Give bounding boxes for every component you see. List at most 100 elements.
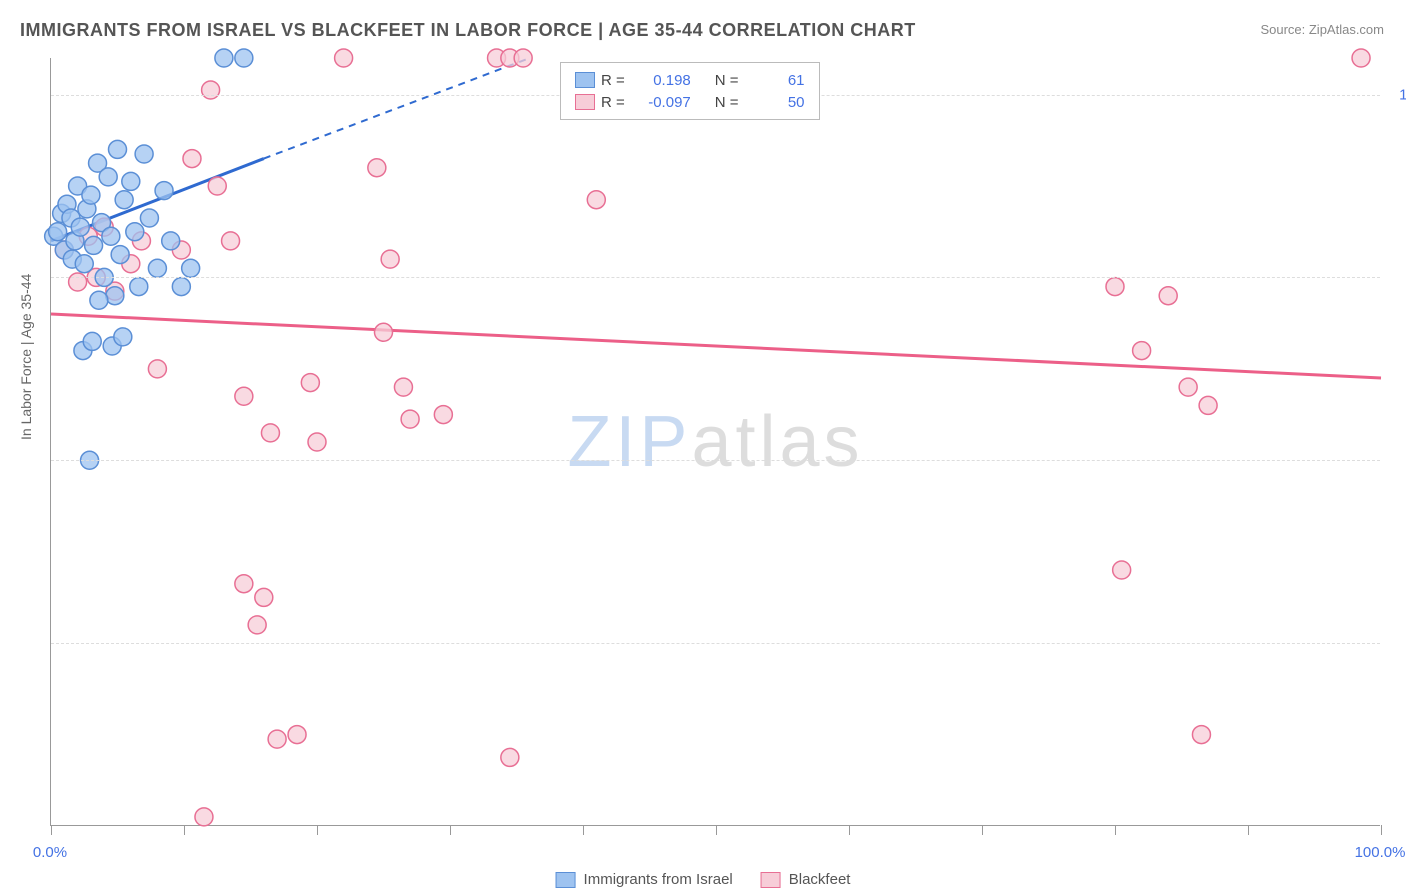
x-tick: [982, 825, 983, 835]
data-point: [90, 291, 108, 309]
data-point: [1192, 726, 1210, 744]
trend-line: [51, 314, 1381, 378]
data-point: [501, 748, 519, 766]
data-point: [202, 81, 220, 99]
data-point: [235, 575, 253, 593]
data-point: [49, 223, 67, 241]
source-prefix: Source:: [1260, 22, 1308, 37]
source-label: Source: ZipAtlas.com: [1260, 22, 1384, 37]
n-value-pink: 50: [753, 94, 805, 111]
data-point: [1179, 378, 1197, 396]
x-tick: [184, 825, 185, 835]
data-point: [1133, 342, 1151, 360]
gridline: [51, 460, 1380, 461]
data-point: [155, 182, 173, 200]
x-tick: [51, 825, 52, 835]
data-point: [69, 273, 87, 291]
data-point: [401, 410, 419, 428]
data-point: [135, 145, 153, 163]
swatch-blue-icon: [556, 872, 576, 888]
data-point: [1106, 278, 1124, 296]
n-value-blue: 61: [753, 72, 805, 89]
data-point: [130, 278, 148, 296]
x-tick: [583, 825, 584, 835]
data-point: [215, 49, 233, 67]
data-point: [115, 191, 133, 209]
data-point: [182, 259, 200, 277]
gridline: [51, 643, 1380, 644]
x-tick: [1115, 825, 1116, 835]
data-point: [71, 218, 89, 236]
data-point: [99, 168, 117, 186]
data-point: [1159, 287, 1177, 305]
data-point: [162, 232, 180, 250]
r-value-blue: 0.198: [639, 72, 691, 89]
data-point: [172, 278, 190, 296]
x-tick: [849, 825, 850, 835]
r-value-pink: -0.097: [639, 94, 691, 111]
r-label: R =: [601, 72, 625, 89]
data-point: [75, 255, 93, 273]
n-label-2: N =: [715, 94, 739, 111]
data-point: [83, 332, 101, 350]
data-point: [308, 433, 326, 451]
data-point: [248, 616, 266, 634]
data-point: [1352, 49, 1370, 67]
data-point: [235, 49, 253, 67]
x-tick: [317, 825, 318, 835]
data-point: [235, 387, 253, 405]
y-tick-label: 80.0%: [1390, 269, 1406, 286]
data-point: [114, 328, 132, 346]
data-point: [335, 49, 353, 67]
data-point: [587, 191, 605, 209]
data-point: [301, 374, 319, 392]
data-point: [1199, 396, 1217, 414]
x-tick-label: 100.0%: [1355, 844, 1406, 861]
swatch-blue: [575, 72, 595, 88]
data-point: [148, 360, 166, 378]
data-point: [140, 209, 158, 227]
x-tick: [1381, 825, 1382, 835]
data-point: [255, 588, 273, 606]
y-tick-label: 100.0%: [1390, 86, 1406, 103]
chart-container: IMMIGRANTS FROM ISRAEL VS BLACKFEET IN L…: [0, 0, 1406, 892]
data-point: [102, 227, 120, 245]
trend-line: [264, 58, 530, 159]
legend-item-blue: Immigrants from Israel: [556, 871, 733, 888]
y-tick-label: 40.0%: [1390, 635, 1406, 652]
data-point: [375, 323, 393, 341]
legend-row-pink: R = -0.097 N = 50: [575, 91, 805, 113]
data-point: [148, 259, 166, 277]
swatch-pink-icon: [761, 872, 781, 888]
legend-label-blue: Immigrants from Israel: [584, 871, 733, 888]
chart-title: IMMIGRANTS FROM ISRAEL VS BLACKFEET IN L…: [20, 20, 916, 41]
x-tick: [1248, 825, 1249, 835]
gridline: [51, 277, 1380, 278]
data-point: [208, 177, 226, 195]
series-legend: Immigrants from Israel Blackfeet: [556, 871, 851, 888]
data-point: [183, 150, 201, 168]
source-name: ZipAtlas.com: [1309, 22, 1384, 37]
data-point: [381, 250, 399, 268]
r-label-2: R =: [601, 94, 625, 111]
data-point: [261, 424, 279, 442]
legend-item-pink: Blackfeet: [761, 871, 851, 888]
data-point: [222, 232, 240, 250]
data-point: [126, 223, 144, 241]
y-axis-label: In Labor Force | Age 35-44: [18, 274, 34, 440]
data-point: [122, 172, 140, 190]
data-point: [368, 159, 386, 177]
correlation-legend: R = 0.198 N = 61 R = -0.097 N = 50: [560, 62, 820, 120]
x-tick: [450, 825, 451, 835]
data-point: [85, 236, 103, 254]
x-tick: [716, 825, 717, 835]
data-point: [268, 730, 286, 748]
data-point: [288, 726, 306, 744]
x-tick-label: 0.0%: [33, 844, 67, 861]
data-point: [82, 186, 100, 204]
data-point: [109, 140, 127, 158]
data-point: [1113, 561, 1131, 579]
data-point: [434, 406, 452, 424]
data-point: [111, 246, 129, 264]
legend-label-pink: Blackfeet: [789, 871, 851, 888]
